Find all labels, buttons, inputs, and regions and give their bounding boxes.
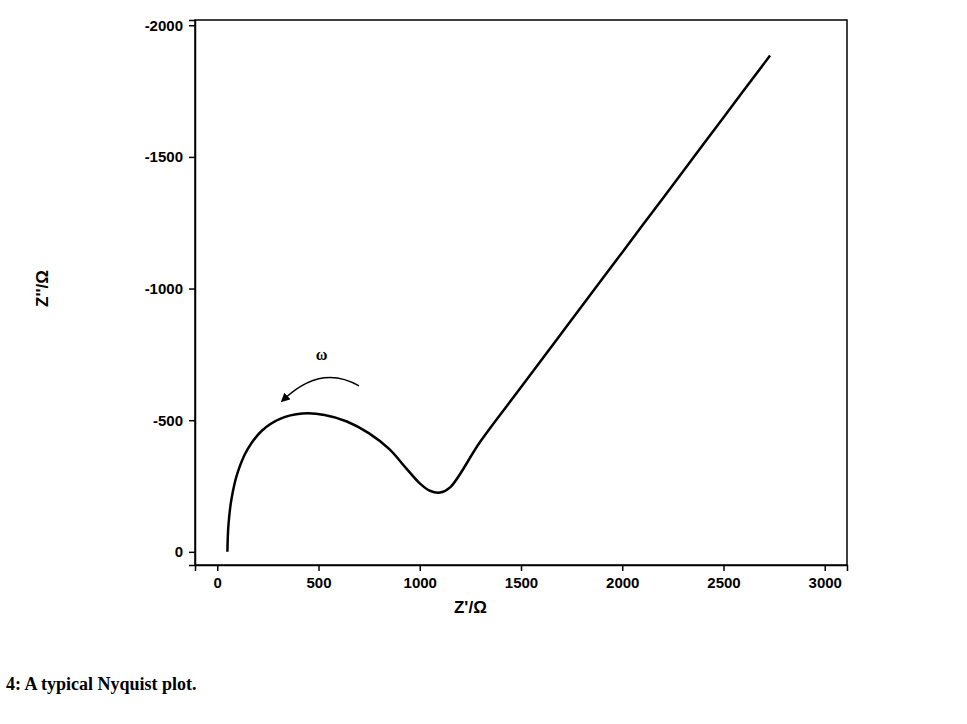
x-tick: 2000: [606, 565, 639, 591]
x-axis-title: Z'/Ω: [454, 598, 487, 617]
x-tick-label: 1000: [404, 574, 437, 591]
x-tick-label: 500: [306, 574, 331, 591]
y-tick: -500: [153, 411, 195, 428]
y-tick-label: -1500: [145, 148, 183, 165]
chart: 050010001500200025003000-2000-1500-1000-…: [0, 0, 967, 724]
x-tick: 0: [214, 565, 222, 591]
x-tick-mark: [318, 565, 320, 571]
x-tick-mark: [217, 565, 219, 571]
x-tick-mark: [622, 565, 624, 571]
x-tick: 1500: [505, 565, 538, 591]
annotation: ω: [316, 346, 328, 363]
x-tick-mark: [521, 565, 523, 571]
y-tick-mark: [189, 552, 195, 554]
y-tick-mark: [189, 420, 195, 422]
x-tick-label: 0: [214, 574, 222, 591]
x-tick-label: 3000: [809, 574, 842, 591]
y-tick-label: 0: [175, 543, 183, 560]
y-tick: -1000: [145, 280, 195, 297]
data-layer: [227, 56, 770, 552]
x-axis: 0 500 1000 1500 2000 2500 3000: [196, 565, 848, 591]
y-tick-label: -2000: [145, 17, 183, 34]
x-tick: 500: [306, 565, 331, 591]
impedance-curve: [227, 56, 770, 552]
x-tick-mark: [420, 565, 422, 571]
x-axis-line: [196, 566, 848, 572]
x-tick-mark: [723, 565, 725, 571]
y-axis: -2000 -1500 -1000 -500 0: [145, 17, 196, 566]
x-tick-label: 2000: [606, 574, 639, 591]
x-tick-label: 1500: [505, 574, 538, 591]
y-axis-line: [189, 21, 196, 566]
y-axis-title: Z''/Ω: [33, 270, 52, 307]
x-tick: 1000: [404, 565, 437, 591]
y-tick-mark: [189, 157, 195, 159]
y-tick: 0: [175, 543, 195, 560]
omega-arrow: [284, 377, 359, 399]
y-tick: -1500: [145, 148, 195, 165]
x-tick-mark: [824, 565, 826, 571]
plot-area: 050010001500200025003000-2000-1500-1000-…: [145, 17, 848, 591]
y-tick-mark: [189, 25, 195, 27]
x-tick: 2500: [707, 565, 740, 591]
y-tick-mark: [189, 288, 195, 290]
y-tick-label: -1000: [145, 280, 183, 297]
y-tick: -2000: [145, 17, 195, 34]
y-tick-label: -500: [153, 411, 183, 428]
x-tick: 3000: [809, 565, 842, 591]
plot-frame: [195, 20, 847, 565]
x-tick-label: 2500: [707, 574, 740, 591]
caption: 4: A typical Nyquist plot.: [6, 674, 197, 694]
